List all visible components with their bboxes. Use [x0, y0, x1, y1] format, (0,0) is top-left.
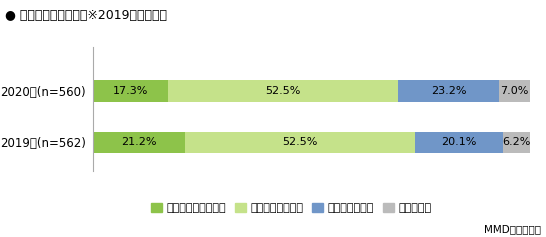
Text: 20.1%: 20.1%: [441, 137, 476, 147]
Text: 52.5%: 52.5%: [265, 86, 301, 96]
Text: ● スマホ依存の自覚　※2019年との比較: ● スマホ依存の自覚 ※2019年との比較: [5, 9, 168, 23]
Text: 23.2%: 23.2%: [431, 86, 466, 96]
Bar: [502, 132, 530, 153]
Bar: [499, 80, 530, 102]
Bar: [186, 132, 415, 153]
Bar: [93, 132, 186, 153]
Bar: [93, 80, 168, 102]
Text: 17.3%: 17.3%: [113, 86, 149, 96]
Text: MMD研究所調べ: MMD研究所調べ: [484, 225, 541, 235]
Text: 21.2%: 21.2%: [121, 137, 157, 147]
Legend: かなり依存している, やや依存している, 依存していない, わからない: かなり依存している, やや依存している, 依存していない, わからない: [151, 203, 432, 214]
Bar: [168, 80, 397, 102]
Bar: [415, 132, 502, 153]
Text: 6.2%: 6.2%: [502, 137, 530, 147]
Text: 52.5%: 52.5%: [282, 137, 318, 147]
Bar: [397, 80, 499, 102]
Text: 7.0%: 7.0%: [500, 86, 529, 96]
